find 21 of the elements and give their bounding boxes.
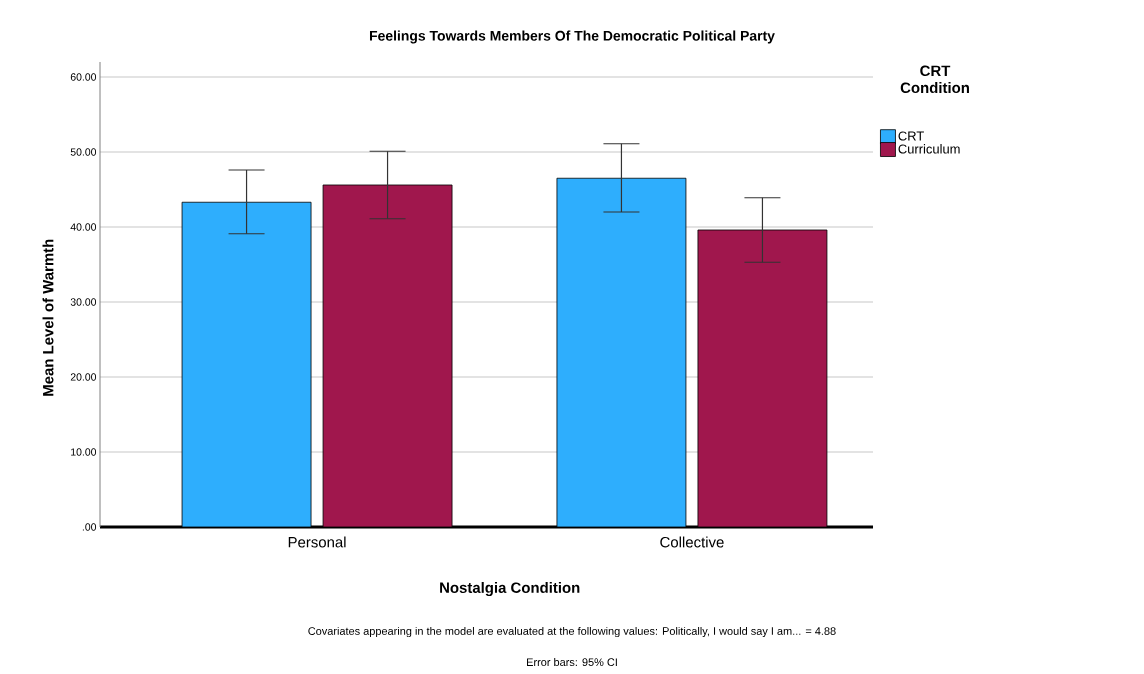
bar [181, 201, 312, 527]
legend-label: CRT [898, 131, 924, 141]
legend-title: CRT Condition [900, 65, 969, 94]
chart-title: Feelings Towards Members Of The Democratic Political Party [370, 30, 775, 44]
text: Covariates appearing in the model are evaluated at the following values: Politically, I would say I am... = 4.88 [308, 626, 836, 638]
bar [556, 177, 687, 527]
y-tick-label: 60.00 [70, 73, 97, 81]
legend-label: Curriculum [898, 144, 960, 154]
bar [322, 184, 453, 527]
y-tick-label: 20.00 [70, 373, 97, 381]
y-tick-label: .00 [82, 523, 97, 531]
x-tick-label: Collective [660, 536, 724, 548]
y-tick-label: 50.00 [70, 148, 97, 156]
text: Error bars: 95% CI [527, 657, 617, 667]
y-tick-label: 30.00 [70, 298, 97, 306]
x-axis-title: Nostalgia Condition [440, 582, 580, 596]
y-tick-label: 10.00 [71, 448, 97, 456]
bar [697, 229, 828, 527]
y-tick-label: 40.00 [70, 223, 97, 231]
x-tick-label: Personal [288, 536, 346, 548]
y-axis-title: Mean Level of Warmth [42, 239, 54, 396]
